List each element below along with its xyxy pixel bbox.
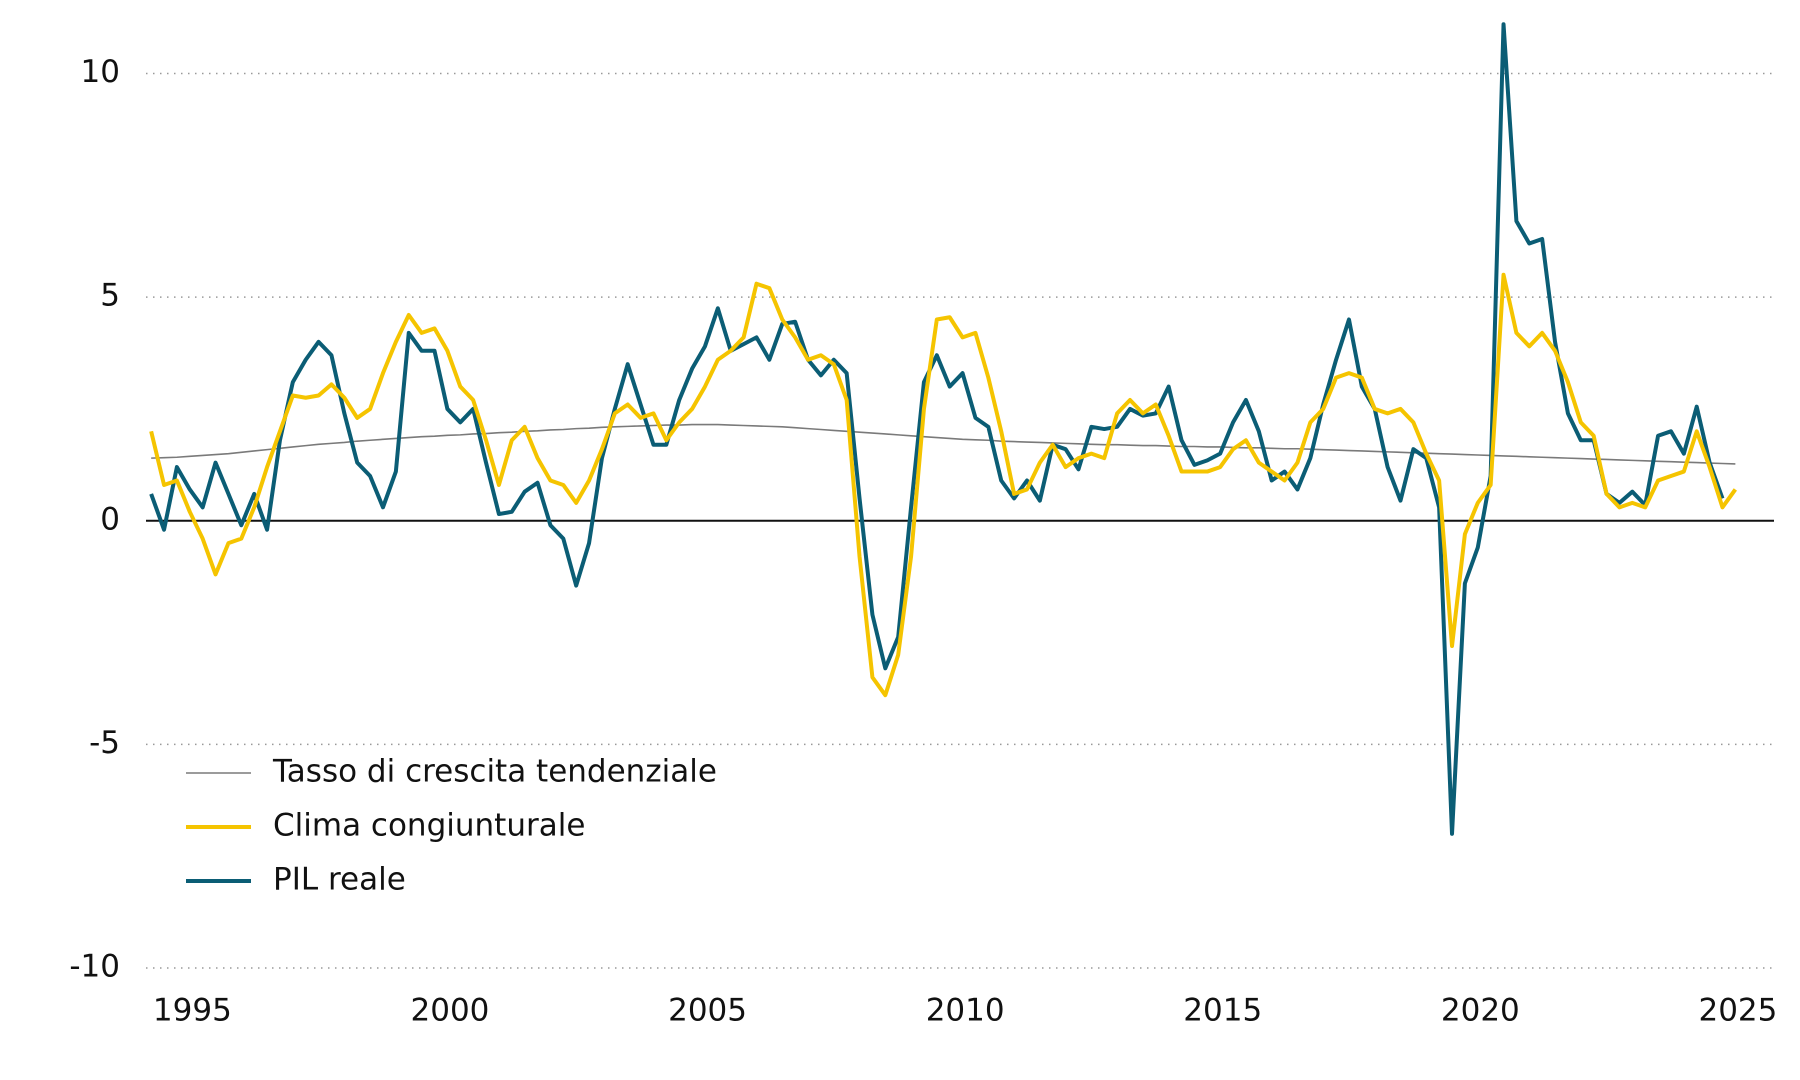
- data-line: [149, 22, 1725, 836]
- y-tick-label: 5: [100, 278, 120, 314]
- data-line: [149, 272, 1737, 698]
- legend-label: PIL reale: [273, 862, 406, 898]
- x-tick-label: 1995: [153, 993, 232, 1029]
- x-tick-label: 2020: [1441, 993, 1520, 1029]
- x-tick-label: 2000: [411, 993, 490, 1029]
- x-tick-label: 2025: [1698, 993, 1777, 1029]
- legend: Tasso di crescita tendenziale Clima congi…: [150, 748, 805, 908]
- x-tick-label: 2005: [668, 993, 747, 1029]
- legend-label: Clima congiunturale: [273, 808, 585, 844]
- x-tick-label: 2015: [1183, 993, 1262, 1029]
- x-tick-label: 2010: [926, 993, 1005, 1029]
- data-line: [151, 423, 1736, 465]
- y-tick-label: -5: [89, 725, 120, 761]
- y-tick-label: -10: [69, 949, 120, 985]
- y-tick-label: 10: [81, 54, 120, 90]
- y-tick-label: 0: [100, 501, 120, 537]
- legend-label: Tasso di crescita tendenziale: [272, 754, 717, 790]
- legend-background: [150, 748, 805, 908]
